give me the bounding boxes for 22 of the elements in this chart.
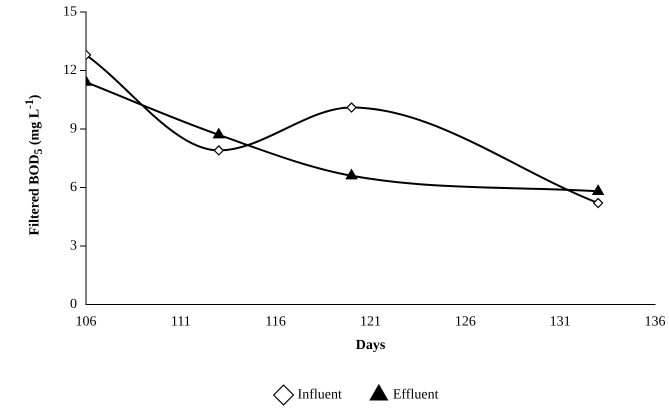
- x-tick-label: 126: [454, 314, 476, 330]
- point: [214, 145, 224, 156]
- point: [346, 169, 358, 180]
- x-tick-label: 116: [265, 314, 286, 330]
- legend-label: Influent: [298, 388, 342, 403]
- y-tick-label: 15: [63, 4, 77, 20]
- x-tick-label: 131: [550, 314, 571, 330]
- x-tick-label: 136: [644, 314, 666, 330]
- point: [346, 102, 357, 113]
- y-tick-label: 3: [70, 238, 77, 254]
- x-tick-label: 121: [360, 314, 381, 330]
- y-tick-label: 12: [63, 63, 77, 78]
- x-axis-title: Days: [356, 338, 386, 354]
- x-tick-label: 111: [170, 314, 191, 330]
- y-tick-label: 9: [70, 122, 77, 137]
- x-tick-label: 106: [76, 314, 96, 330]
- point: [212, 128, 225, 138]
- point: [593, 198, 604, 208]
- point: [592, 184, 604, 195]
- legend-label: Effluent: [392, 388, 439, 403]
- y-tick-label: 6: [70, 180, 77, 196]
- y-tick-label: 0: [70, 297, 77, 312]
